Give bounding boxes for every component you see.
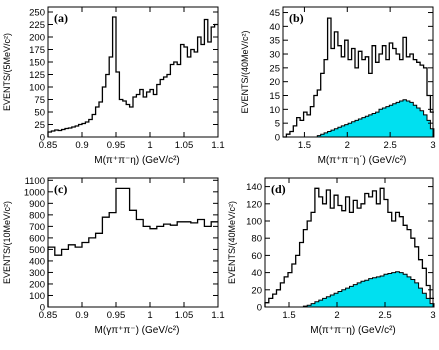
panel-b-ytick-label-3: 15: [269, 91, 280, 102]
panel-a-ytick-label-4: 100: [29, 83, 45, 94]
panel-a-ytick-label-5: 125: [29, 70, 45, 81]
panel-a-ytick-label-2: 50: [34, 108, 45, 119]
panel-a-frame: [47, 6, 219, 138]
panel-a-xtick-label-0: 0.85: [39, 140, 58, 151]
panel-a-xtick-label-4: 1.05: [175, 140, 194, 151]
panel-c-xtick-label-1: 0.9: [75, 310, 88, 321]
panel-d-series-0: [264, 187, 434, 307]
panel-b-ytick-label-2: 10: [269, 105, 280, 116]
panel-b-frame: [282, 6, 434, 138]
panel-a-ytick-label-6: 150: [29, 58, 45, 69]
panel-b-ylabel: EVENTS/(40MeV/c²): [240, 30, 250, 113]
panel-a-ytick-label-8: 200: [29, 33, 45, 44]
panel-a-xlabel: M(π⁺π⁻η) (GeV/c²): [94, 155, 179, 166]
panel-d-xtick-label-3: 3: [430, 310, 435, 321]
panel-a-xtick-label-1: 0.9: [75, 140, 88, 151]
panel-c-xtick-label-0: 0.85: [39, 310, 58, 321]
panel-b-xtick-label-3: 3: [430, 140, 435, 151]
panel-c-ytick-label-4: 400: [29, 256, 45, 267]
panel-b-ytick-label-7: 35: [269, 36, 280, 47]
panel-c-series-0: [47, 187, 218, 307]
panel-c-xtick-label-3: 1: [147, 310, 152, 321]
panel-c-ytick-label-5: 500: [29, 245, 45, 256]
panel-c-ytick-label-1: 100: [29, 291, 45, 302]
panel-b-ytick-label-8: 40: [269, 22, 280, 33]
panel-c-ytick-label-3: 300: [29, 268, 45, 279]
panel-b-series-0: [283, 17, 434, 138]
panel-d-xtick-label-1: 2: [334, 310, 339, 321]
panel-b-label: (b): [289, 11, 304, 25]
panel-c-ylabel: EVENTS/(10MeV/c²): [2, 201, 12, 284]
panel-b-ytick-label-1: 5: [275, 119, 280, 130]
panel-c-ytick-label-10: 1000: [24, 187, 45, 198]
panel-a-ytick-label-3: 75: [34, 95, 45, 106]
panel-b-ytick-label-0: 0: [275, 133, 280, 144]
panel-d-xtick-label-2: 2.5: [378, 310, 391, 321]
panel-b-ytick-label-6: 30: [269, 50, 280, 61]
panel-d-ytick-label-4: 80: [251, 234, 262, 245]
panel-c-ytick-label-0: 0: [40, 303, 45, 314]
panel-a-xtick-label-3: 1: [147, 140, 152, 151]
panel-a-series-0: [47, 16, 218, 137]
panel-a-ytick-label-7: 175: [29, 45, 45, 56]
panel-b-xtick-label-1: 2: [345, 140, 350, 151]
panel-d-xtick-label-0: 1.5: [282, 310, 295, 321]
panel-a-ytick-label-0: 0: [40, 133, 45, 144]
panel-b-ytick-label-5: 25: [269, 63, 280, 74]
panel-b-ytick-label-4: 20: [269, 77, 280, 88]
panel-c-ytick-label-11: 1100: [25, 176, 45, 187]
panel-d-ytick-label-0: 0: [257, 303, 262, 314]
panel-c-label: (c): [54, 182, 67, 196]
panel-a-ytick-label-10: 250: [29, 8, 45, 19]
panel-d-ytick-label-6: 120: [246, 199, 262, 210]
panel-d-label: (d): [271, 182, 286, 196]
panel-c-xlabel: M(γπ⁺π⁻) (GeV/c²): [95, 325, 180, 336]
panel-a-label: (a): [54, 11, 68, 25]
panel-b-xtick-label-2: 2.5: [384, 140, 397, 151]
panel-c-xtick-label-4: 1.05: [175, 310, 194, 321]
panel-c-ytick-label-9: 900: [29, 199, 45, 210]
panel-d-ytick-label-7: 140: [246, 182, 262, 193]
panel-c-xtick-label-2: 0.95: [107, 310, 126, 321]
panel-d-ytick-label-2: 40: [251, 268, 262, 279]
panel-c-ytick-label-8: 800: [29, 210, 45, 221]
panel-c-ytick-label-2: 200: [29, 279, 45, 290]
panel-d-ytick-label-3: 60: [251, 251, 262, 262]
panel-a-ylabel: EVENTS/(5MeV/c²): [2, 33, 12, 111]
panel-d-ytick-label-5: 100: [246, 217, 262, 228]
panel-c-ytick-label-7: 700: [29, 222, 45, 233]
panel-a-ytick-label-9: 225: [29, 20, 45, 31]
panel-d-ylabel: EVENTS/(40MeV/c²): [227, 201, 237, 284]
panel-d-xlabel: M(π⁺π⁻η) (GeV/c²): [310, 325, 395, 336]
panel-b-xlabel: M(π⁺π⁻η΄) (GeV/c²): [318, 154, 407, 166]
panel-d-series-1: [265, 271, 435, 308]
panel-b-ytick-label-9: 45: [269, 8, 280, 19]
panel-b-series-1: [283, 99, 435, 138]
panel-d-ytick-label-1: 20: [251, 285, 262, 296]
panel-b-xtick-label-0: 1.5: [298, 140, 311, 151]
panel-c-frame: [47, 177, 219, 308]
panel-c-xtick-label-5: 1.1: [211, 310, 224, 321]
panel-a-xtick-label-2: 0.95: [107, 140, 126, 151]
panel-a-xtick-label-5: 1.1: [211, 140, 224, 151]
panel-c-ytick-label-6: 600: [29, 233, 45, 244]
panel-d-frame: [264, 177, 434, 308]
panel-a-ytick-label-1: 25: [34, 120, 45, 131]
